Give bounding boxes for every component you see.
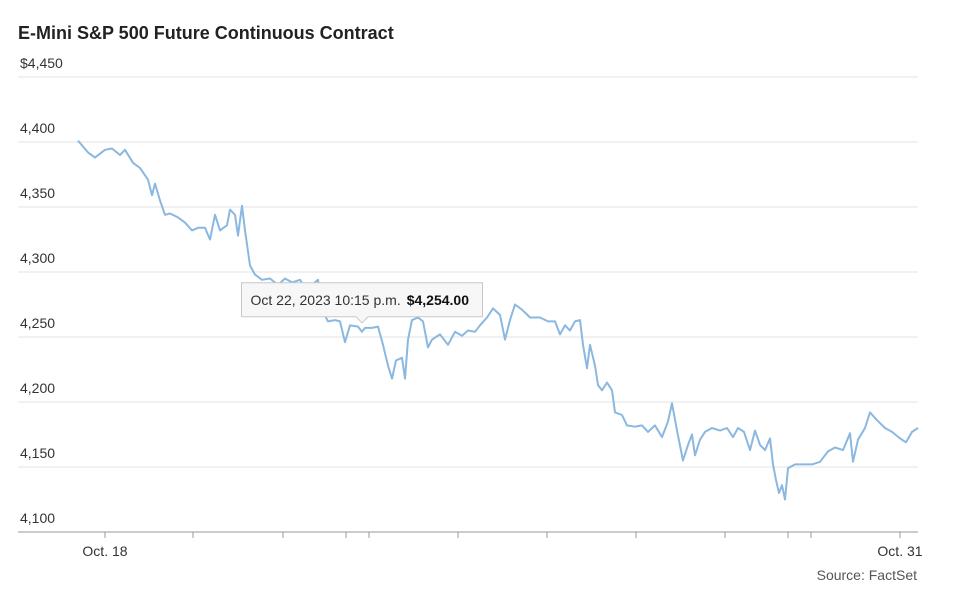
chart-title: E-Mini S&P 500 Future Continuous Contrac…: [18, 23, 394, 43]
y-tick-label: 4,200: [20, 380, 55, 396]
y-tick-label: 4,100: [20, 510, 55, 526]
tooltip-text: Oct 22, 2023 10:15 p.m. $4,254.00: [251, 292, 470, 308]
source: Source: FactSet: [817, 567, 917, 583]
y-tick-label: 4,350: [20, 185, 55, 201]
y-tick-label: $4,450: [20, 55, 63, 71]
tooltip-value: $4,254.00: [407, 292, 469, 308]
y-tick-label: 4,150: [20, 445, 55, 461]
x-tick-label: Oct. 18: [82, 543, 127, 559]
tooltip-label: Oct 22, 2023 10:15 p.m.: [251, 292, 401, 308]
y-tick-label: 4,300: [20, 250, 55, 266]
tooltip: Oct 22, 2023 10:15 p.m. $4,254.00: [241, 282, 483, 324]
x-tick-label: Oct. 31: [877, 543, 922, 559]
tooltip-box: [241, 282, 483, 324]
y-tick-label: 4,250: [20, 315, 55, 331]
price-line: [77, 140, 919, 501]
y-tick-label: 4,400: [20, 120, 55, 136]
